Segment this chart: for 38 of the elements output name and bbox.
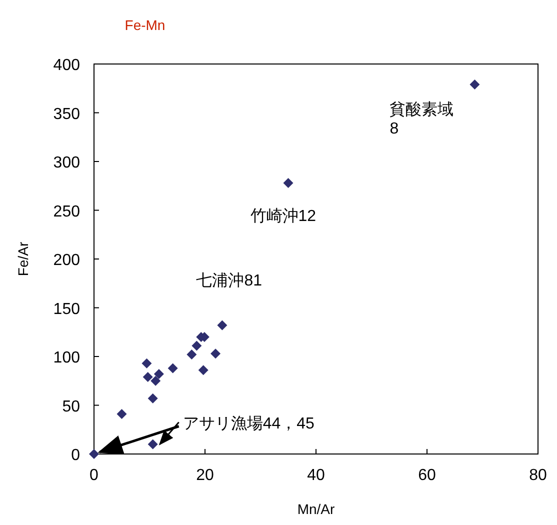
x-tick-label: 40 [307, 467, 325, 484]
y-tick-label: 150 [53, 300, 80, 318]
point [186, 350, 197, 360]
point [283, 178, 294, 188]
x-axis-title: Mn/Ar [297, 501, 336, 517]
point [217, 320, 228, 330]
y-tick-label: 400 [53, 57, 80, 74]
point [116, 409, 127, 420]
point [148, 393, 158, 404]
x-tick-label: 0 [90, 467, 99, 484]
x-tick-label: 60 [418, 467, 436, 484]
annotation: 竹崎沖12 [250, 208, 316, 225]
y-tick-label: 50 [62, 398, 80, 416]
point [210, 348, 221, 359]
y-tick-label: 100 [53, 350, 80, 366]
point [192, 340, 202, 351]
annotation: アサリ漁場44，45 [182, 415, 315, 432]
y-tick-label: 250 [53, 203, 80, 220]
annotation: アサリ漁場44，45 [98, 415, 314, 455]
y-tick-label: 0 [71, 447, 80, 464]
x-tick-label: 80 [529, 467, 547, 484]
y-tick-label: 300 [53, 154, 80, 172]
point [89, 449, 99, 459]
point [198, 365, 208, 376]
point [154, 369, 164, 380]
y-tick-label: 200 [53, 252, 80, 269]
y-tick-label: 350 [53, 106, 80, 123]
chart-title: Fe-Mn [124, 17, 166, 33]
y-axis-title: Fe/Ar [15, 242, 31, 276]
x-tick-label: 20 [196, 467, 214, 484]
point [148, 439, 158, 450]
annotation: 七浦沖81 [196, 272, 262, 290]
point [150, 376, 161, 386]
point [470, 79, 480, 90]
point [142, 372, 153, 382]
point [168, 363, 178, 374]
annotation: 貧酸素域 8 [390, 101, 454, 138]
point [142, 358, 152, 368]
